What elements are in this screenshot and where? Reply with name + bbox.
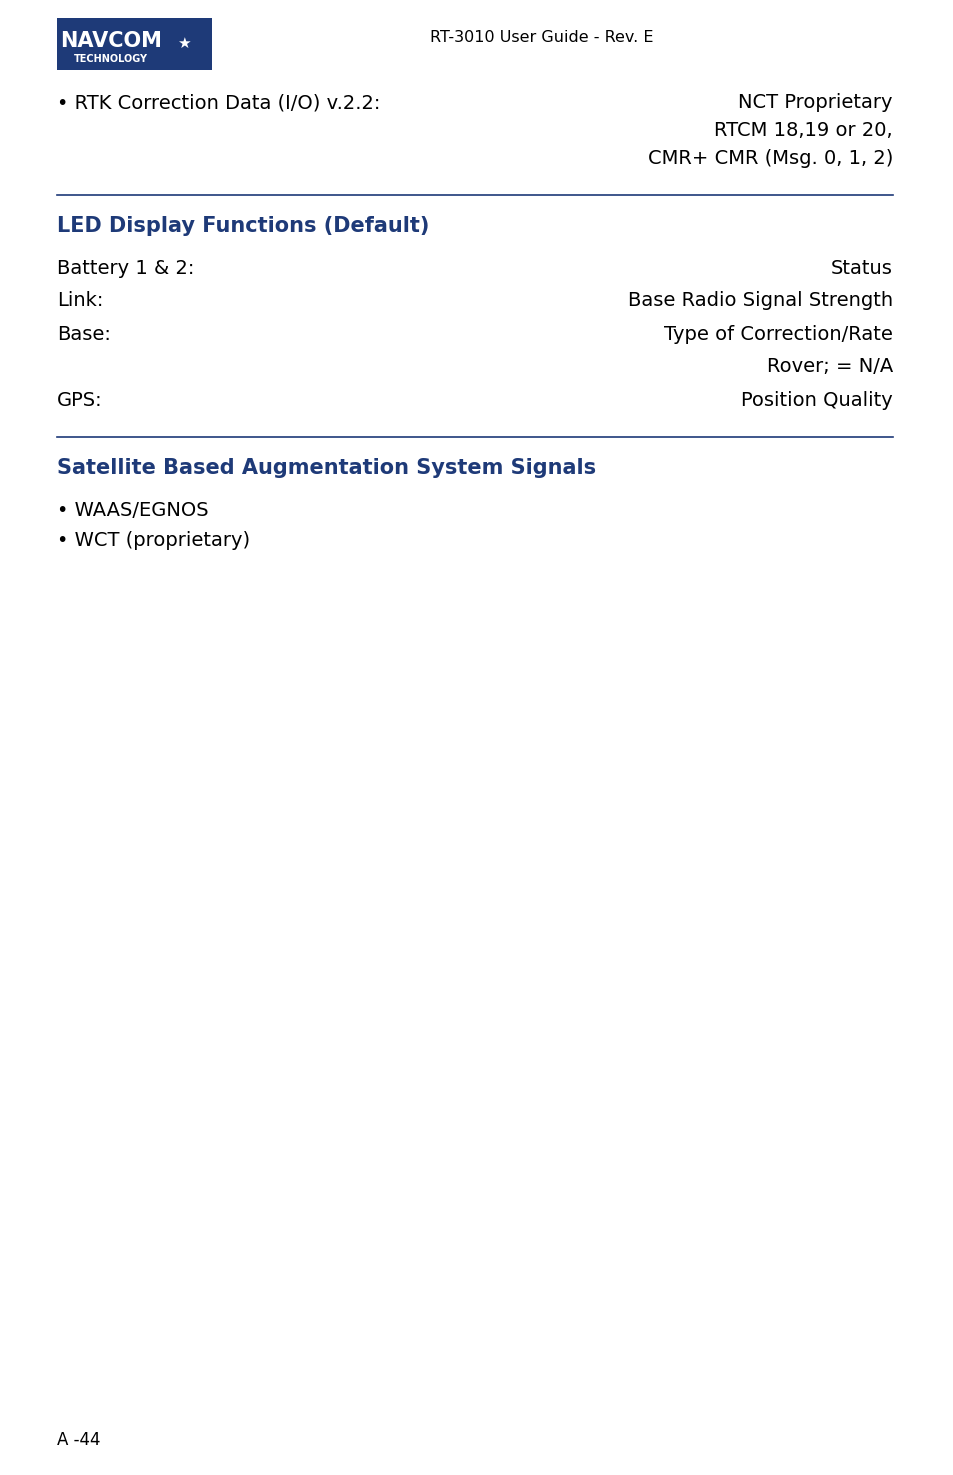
Text: CMR+ CMR (Msg. 0, 1, 2): CMR+ CMR (Msg. 0, 1, 2): [647, 149, 892, 168]
Text: NAVCOM: NAVCOM: [60, 31, 162, 52]
Text: RTCM 18,19 or 20,: RTCM 18,19 or 20,: [714, 121, 892, 140]
Text: • WAAS/EGNOS: • WAAS/EGNOS: [57, 500, 209, 519]
Text: RT-3010 User Guide - Rev. E: RT-3010 User Guide - Rev. E: [430, 30, 653, 44]
Text: TECHNOLOGY: TECHNOLOGY: [74, 53, 148, 63]
Text: Link:: Link:: [57, 292, 103, 311]
Text: Battery 1 & 2:: Battery 1 & 2:: [57, 258, 194, 277]
Text: Satellite Based Augmentation System Signals: Satellite Based Augmentation System Sign…: [57, 459, 596, 478]
Text: ★: ★: [177, 35, 191, 50]
Text: Type of Correction/Rate: Type of Correction/Rate: [663, 324, 892, 344]
Text: NCT Proprietary: NCT Proprietary: [738, 93, 892, 112]
Text: • RTK Correction Data (I/O) v.2.2:: • RTK Correction Data (I/O) v.2.2:: [57, 93, 380, 112]
Text: GPS:: GPS:: [57, 391, 103, 410]
Text: A -44: A -44: [57, 1431, 100, 1448]
Text: • WCT (proprietary): • WCT (proprietary): [57, 531, 250, 550]
Text: Rover; = N/A: Rover; = N/A: [766, 357, 892, 376]
Text: Base Radio Signal Strength: Base Radio Signal Strength: [627, 292, 892, 311]
Text: Status: Status: [830, 258, 892, 277]
Text: Position Quality: Position Quality: [740, 391, 892, 410]
Bar: [57, 18, 212, 69]
Text: LED Display Functions (Default): LED Display Functions (Default): [57, 215, 429, 236]
Text: Base:: Base:: [57, 324, 111, 344]
